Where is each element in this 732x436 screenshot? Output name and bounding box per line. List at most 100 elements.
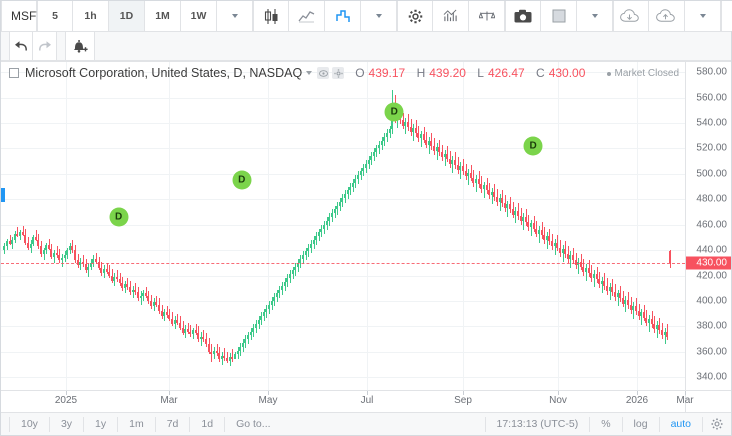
range-7d[interactable]: 7d	[156, 416, 191, 432]
candle-wick	[133, 285, 134, 299]
candle-body	[58, 255, 60, 261]
candle-body	[593, 274, 595, 279]
log-scale-button[interactable]: log	[623, 416, 660, 432]
candle-wick	[196, 323, 197, 336]
gridline-vertical	[169, 62, 170, 390]
candle-wick	[618, 289, 619, 307]
gridline-horizontal	[1, 173, 685, 175]
dividend-marker[interactable]: D	[109, 207, 129, 227]
candle-body	[305, 251, 307, 256]
candle-body	[22, 232, 24, 235]
fullscreen-icon[interactable]	[721, 1, 732, 31]
candle-body	[182, 327, 184, 333]
candle-body	[294, 266, 296, 271]
legend-dropdown-icon[interactable]	[306, 71, 313, 75]
dividend-marker[interactable]: D	[232, 170, 252, 190]
resolution-1d[interactable]: 1D	[109, 1, 145, 31]
ohlc-values: O 439.17 H 439.20 L 426.47 C 430.00	[355, 66, 593, 80]
auto-scale-button[interactable]: auto	[660, 416, 703, 432]
candle-wick	[484, 181, 485, 199]
save-chart-icon[interactable]	[649, 1, 685, 31]
range-1y[interactable]: 1y	[84, 416, 119, 432]
chart-area: Microsoft Corporation, United States, D,…	[1, 61, 731, 390]
candle-wick	[156, 295, 157, 308]
line-chart-icon[interactable]	[289, 1, 325, 31]
step-line-chart-icon[interactable]	[325, 1, 361, 31]
candle-body	[404, 121, 406, 126]
candle-wick	[429, 137, 430, 154]
price-axis[interactable]: 580.00 560.00 540.00 520.00 500.00 480.00 460.…	[685, 62, 731, 390]
indicators-icon[interactable]	[433, 1, 469, 31]
candle-body	[491, 191, 493, 196]
time-tick-label: Mar	[676, 395, 694, 406]
candle-body	[153, 302, 155, 307]
compare-icon[interactable]	[469, 1, 505, 31]
current-price-label[interactable]: 430.00	[686, 256, 731, 270]
candle-body	[378, 144, 380, 149]
gridline-horizontal	[1, 123, 685, 125]
candlestick-chart-icon[interactable]	[253, 1, 289, 31]
add-alert-icon[interactable]	[65, 32, 95, 60]
time-tick-label: Sep	[454, 395, 472, 406]
candle-body	[150, 301, 152, 307]
resolution-1h[interactable]: 1h	[73, 1, 109, 31]
chart-pane[interactable]: Microsoft Corporation, United States, D,…	[1, 62, 685, 390]
percent-scale-button[interactable]: %	[590, 416, 623, 432]
resolution-1m[interactable]: 1M	[145, 1, 181, 31]
chart-settings-gear-icon[interactable]	[703, 417, 731, 432]
time-axis[interactable]: 2025 Mar May Jul Sep Nov 2026 Mar	[1, 390, 731, 412]
range-1m[interactable]: 1m	[118, 416, 156, 432]
dividend-marker[interactable]: D	[523, 136, 543, 156]
candle-body	[601, 280, 603, 285]
candle-body	[213, 350, 215, 355]
ohlc-low-value: 426.47	[487, 66, 525, 80]
candle-body	[622, 298, 624, 304]
redo-icon[interactable]	[33, 32, 57, 60]
undo-icon[interactable]	[9, 32, 33, 60]
legend-settings-icon[interactable]	[332, 67, 345, 79]
candle-body	[658, 325, 660, 331]
load-chart-icon[interactable]	[613, 1, 649, 31]
candle-body	[389, 129, 391, 134]
candle-body	[315, 236, 317, 240]
indicators-settings-icon[interactable]	[397, 1, 433, 31]
symbol-input[interactable]: MSFT	[1, 1, 44, 31]
candle-body	[50, 248, 52, 257]
candle-body	[247, 335, 249, 340]
secondary-toolbar	[1, 32, 731, 61]
candle-body	[527, 222, 529, 228]
range-10y[interactable]: 10y	[9, 416, 50, 432]
resolution-1w[interactable]: 1W	[181, 1, 217, 31]
candle-body	[226, 358, 228, 361]
layout-dropdown-icon[interactable]	[577, 1, 613, 31]
resolution-dropdown-icon[interactable]	[217, 1, 253, 31]
save-dropdown-icon[interactable]	[685, 1, 721, 31]
time-tick-label: 2026	[625, 395, 649, 406]
legend-visibility-icon[interactable]	[317, 67, 330, 79]
legend-collapse-icon[interactable]	[9, 68, 19, 78]
candle-body	[192, 330, 194, 335]
candle-body	[299, 259, 301, 263]
price-tick-label: 520.00	[696, 142, 727, 154]
range-3y[interactable]: 3y	[50, 416, 85, 432]
candle-body	[457, 164, 459, 171]
legend-title: Microsoft Corporation, United States, D,…	[25, 66, 303, 80]
dividend-marker[interactable]: D	[384, 102, 404, 122]
resolution-5[interactable]: 5	[37, 1, 73, 31]
candle-body	[187, 328, 189, 332]
chart-type-dropdown-icon[interactable]	[361, 1, 397, 31]
candle-body	[357, 175, 359, 179]
goto-button[interactable]: Go to...	[236, 418, 271, 430]
candle-body	[517, 210, 519, 216]
candle-body	[140, 295, 142, 299]
candle-body	[116, 276, 118, 280]
layout-icon[interactable]	[541, 1, 577, 31]
candle-body	[538, 229, 540, 234]
candle-body	[386, 133, 388, 137]
snapshot-icon[interactable]	[505, 1, 541, 31]
candle-body	[514, 210, 516, 215]
candle-body	[16, 233, 18, 237]
range-1d[interactable]: 1d	[190, 416, 226, 432]
candle-body	[603, 280, 605, 286]
